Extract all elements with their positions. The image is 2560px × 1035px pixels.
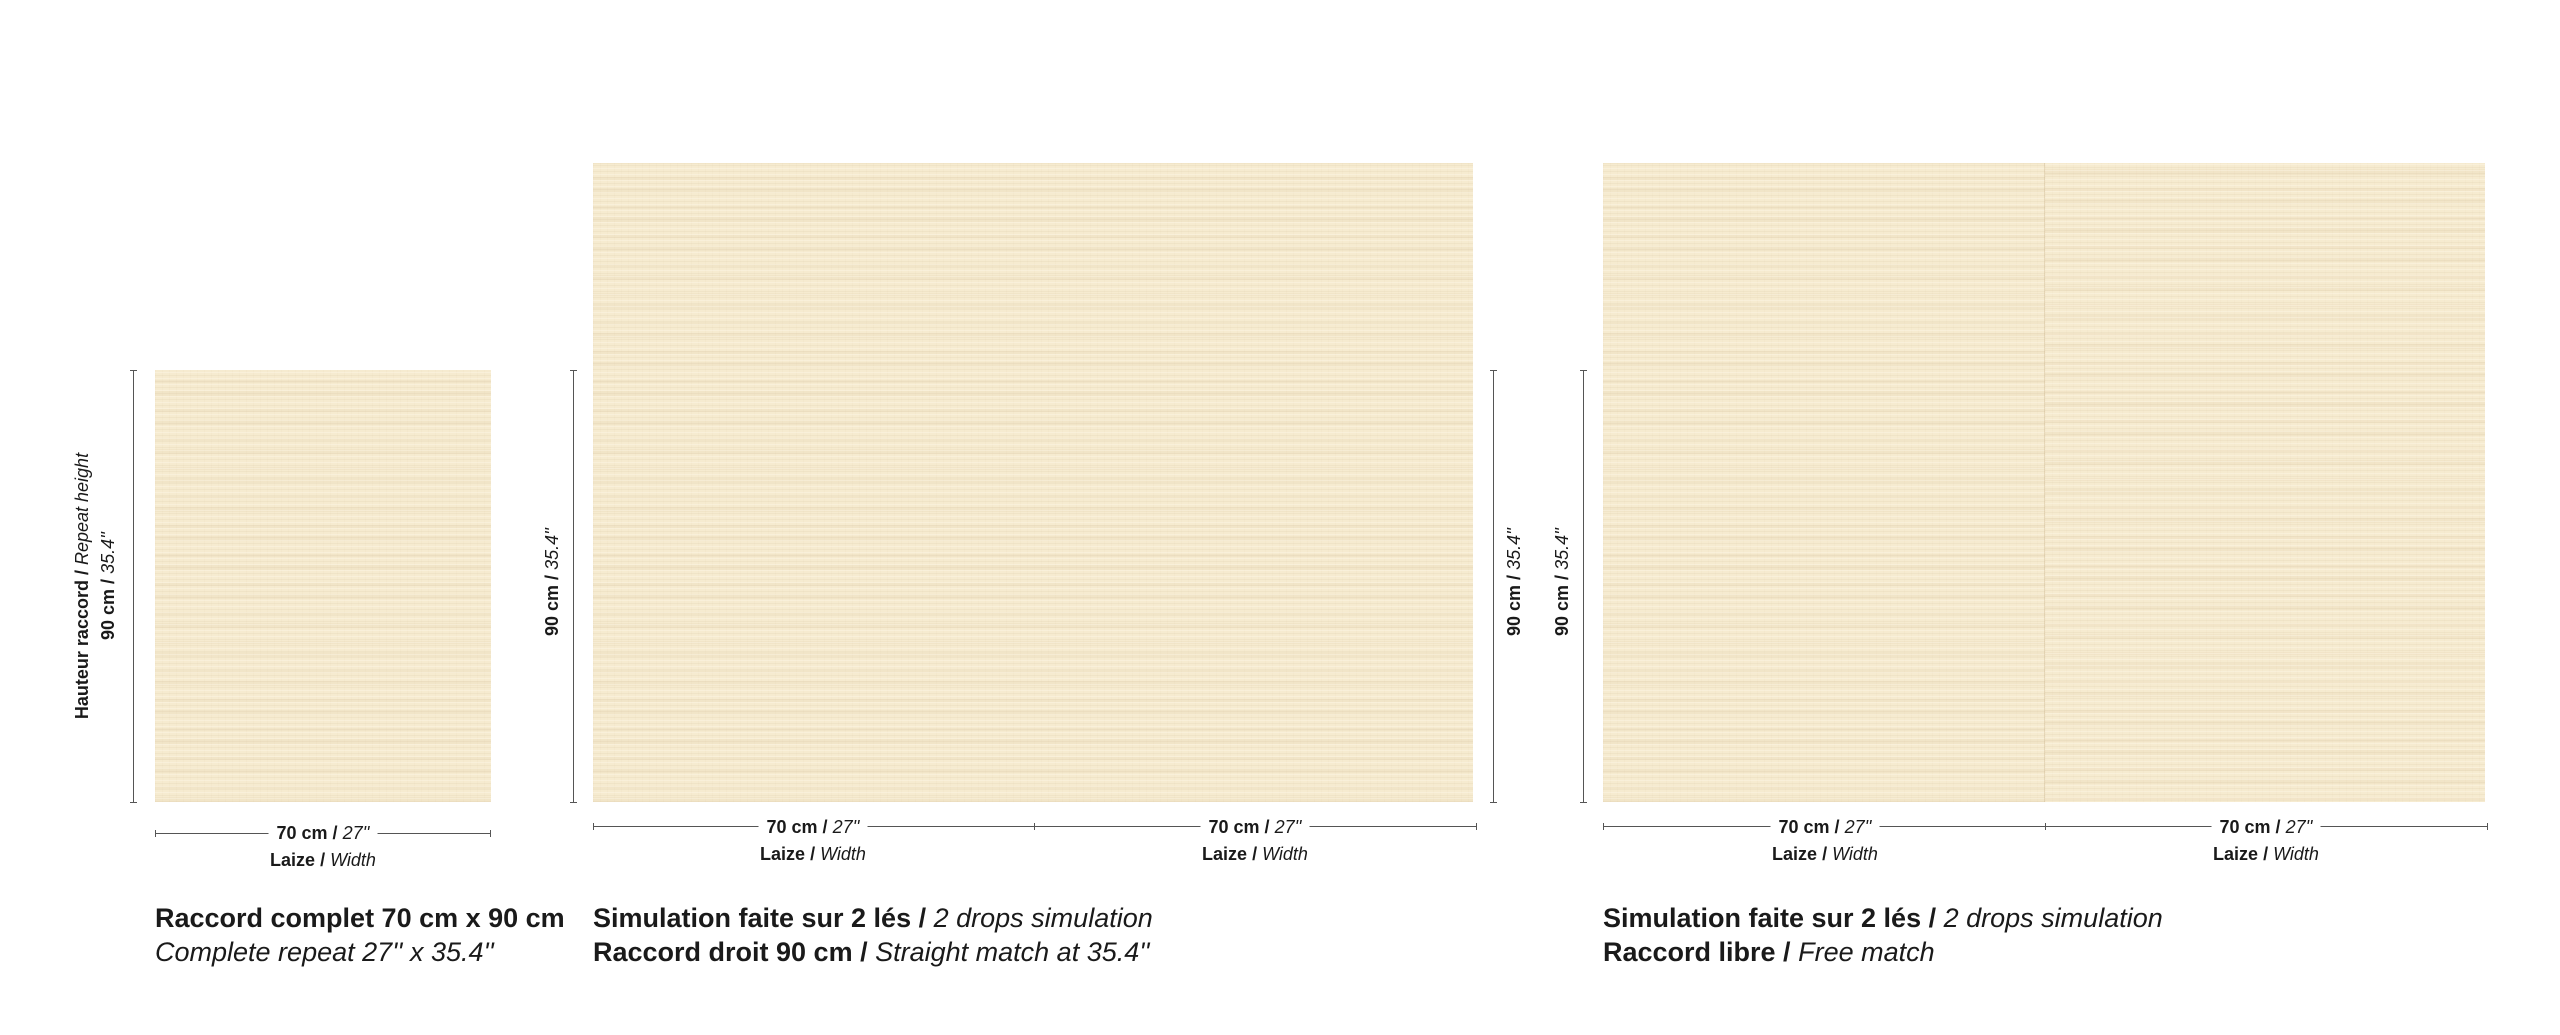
height-dimension-line [1583, 370, 1584, 802]
height-value-left: 90 cm / 35.4'' [541, 520, 563, 644]
height-value: 90 cm / 35.4'' [97, 524, 119, 648]
width-dimension-line [593, 826, 1477, 827]
fabric-sample-straight-match [593, 163, 1473, 802]
width-value-2: 70 cm / 27'' [2211, 816, 2321, 838]
width-value-1: 70 cm / 27'' [1770, 816, 1880, 838]
width-dimension-tick-right [1476, 823, 1477, 830]
height-dimension-line-right [1493, 370, 1494, 802]
height-dimension-line-left [573, 370, 574, 802]
width-dimension-tick-right [2487, 823, 2488, 830]
height-value-right: 90 cm / 35.4'' [1503, 520, 1525, 644]
caption-line-1: Simulation faite sur 2 lés / 2 drops sim… [593, 903, 1153, 933]
width-label-1: Laize / Width [1764, 843, 1886, 865]
width-label-1: Laize / Width [752, 843, 874, 865]
width-dimension-tick-left [1603, 823, 1604, 830]
width-dimension-tick-right [490, 830, 491, 837]
caption-line-1: Simulation faite sur 2 lés / 2 drops sim… [1603, 903, 2163, 933]
width-label: Laize / Width [262, 849, 384, 871]
height-value: 90 cm / 35.4'' [1551, 520, 1573, 644]
drop-seam [2044, 163, 2045, 802]
height-dimension-tick-top-left [570, 370, 577, 371]
width-dimension-tick-left [155, 830, 156, 837]
height-dimension-tick-top-right [1490, 370, 1497, 371]
width-dimension-tick-middle [2045, 823, 2046, 830]
height-dimension-tick-bottom [1580, 802, 1587, 803]
height-dimension-tick-bottom-right [1490, 802, 1497, 803]
height-dimension-line [133, 370, 134, 802]
fabric-sample-free-match-drop-2 [2045, 163, 2485, 802]
width-value: 70 cm / 27'' [268, 822, 378, 844]
caption-line-2: Raccord droit 90 cm / Straight match at … [593, 937, 1150, 967]
height-dimension-tick-bottom [130, 802, 137, 803]
height-dimension-tick-bottom-left [570, 802, 577, 803]
caption-line-1: Raccord complet 70 cm x 90 cm [155, 903, 565, 933]
width-dimension-tick-left [593, 823, 594, 830]
width-value-1: 70 cm / 27'' [758, 816, 868, 838]
caption-line-2: Raccord libre / Free match [1603, 937, 1935, 967]
width-dimension-tick-middle [1034, 823, 1035, 830]
height-dimension-tick-top [1580, 370, 1587, 371]
fabric-sample-repeat [155, 370, 491, 802]
width-value-2: 70 cm / 27'' [1200, 816, 1310, 838]
caption-line-2: Complete repeat 27'' x 35.4'' [155, 937, 494, 967]
height-label: Hauteur raccord / Repeat height [71, 444, 93, 728]
width-label-2: Laize / Width [2205, 843, 2327, 865]
width-label-2: Laize / Width [1194, 843, 1316, 865]
height-dimension-tick-top [130, 370, 137, 371]
